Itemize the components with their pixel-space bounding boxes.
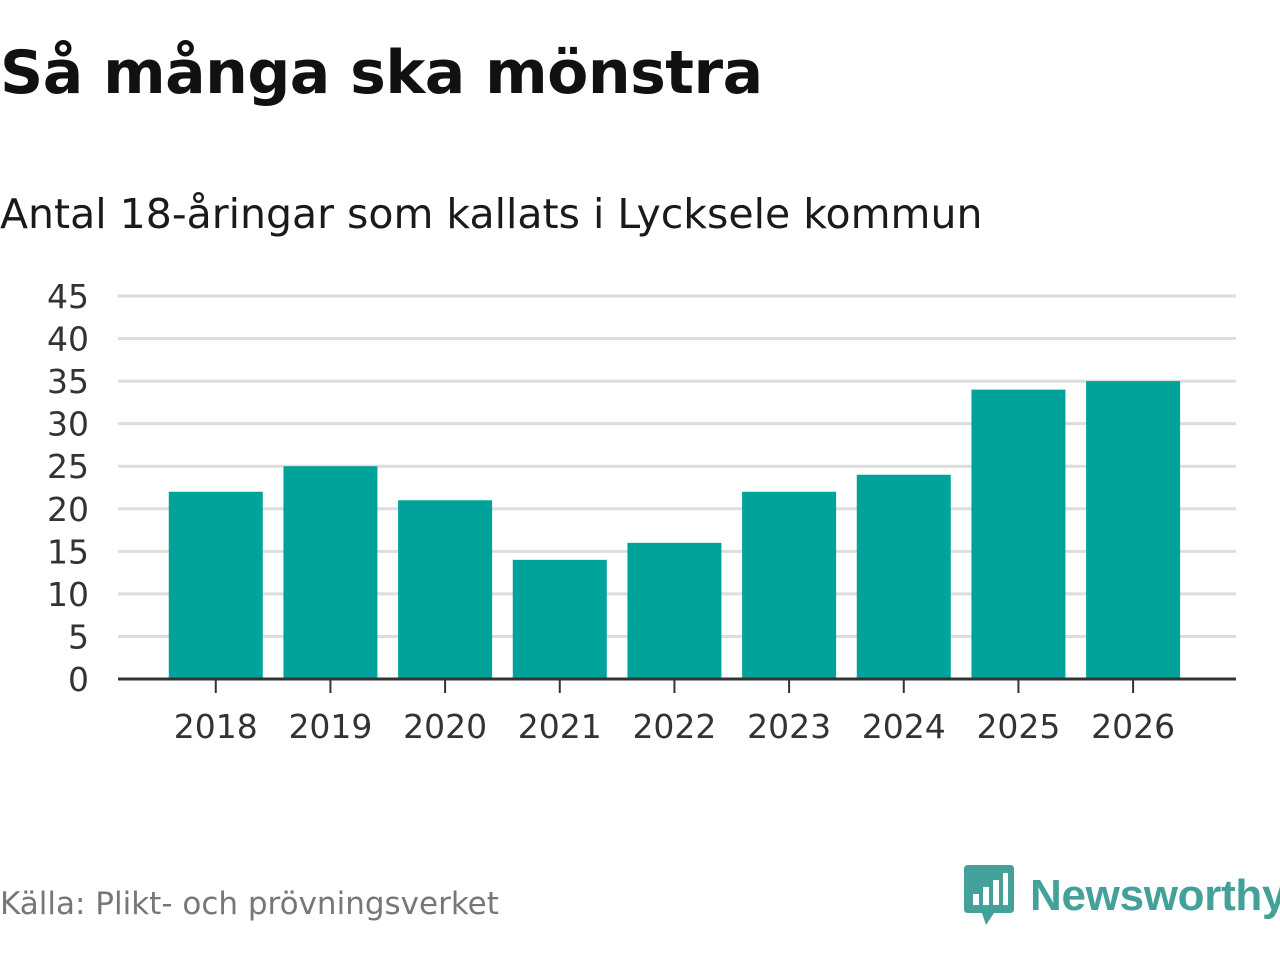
bar-2018 (168, 491, 263, 679)
bar-2021 (512, 559, 607, 679)
bar-2024 (856, 474, 951, 679)
newsworthy-logo-icon (964, 865, 1014, 925)
chart-title: Så många ska mönstra (0, 38, 763, 108)
y-tick-label: 45 (47, 277, 89, 316)
x-tick-label: 2020 (403, 707, 487, 746)
source-note: Källa: Plikt- och prövningsverket (0, 886, 499, 922)
bar-2020 (398, 500, 493, 679)
x-tick-label: 2024 (862, 707, 946, 746)
brand-name: Newsworthy (1030, 871, 1280, 920)
bar-2019 (283, 466, 378, 679)
bars (168, 381, 1181, 679)
bar-2023 (742, 491, 837, 679)
y-tick-label: 10 (47, 575, 89, 614)
x-tick-label: 2022 (632, 707, 716, 746)
y-tick-label: 25 (47, 447, 89, 486)
y-tick-label: 35 (47, 362, 89, 401)
bar-2026 (1086, 381, 1181, 679)
y-tick-label: 15 (47, 532, 89, 571)
x-axis: 2018 2019 2020 2021 2022 2023 2024 2025 2026 (118, 677, 1236, 746)
bar-2022 (627, 542, 722, 679)
y-tick-label: 20 (47, 490, 89, 529)
x-tick-label: 2019 (288, 707, 372, 746)
bar-2025 (971, 389, 1066, 679)
x-tick-label: 2018 (174, 707, 258, 746)
y-tick-label: 5 (68, 617, 89, 656)
x-tick-label: 2021 (518, 707, 602, 746)
chart-subtitle: Antal 18-åringar som kallats i Lycksele … (0, 190, 983, 238)
y-tick-label: 40 (47, 320, 89, 359)
y-tick-label: 0 (68, 660, 89, 699)
x-tick-label: 2023 (747, 707, 831, 746)
x-tick-label: 2025 (976, 707, 1060, 746)
brand-logo: Newsworthy (964, 864, 1280, 928)
y-tick-label: 30 (47, 405, 89, 444)
x-tick-label: 2026 (1091, 707, 1175, 746)
